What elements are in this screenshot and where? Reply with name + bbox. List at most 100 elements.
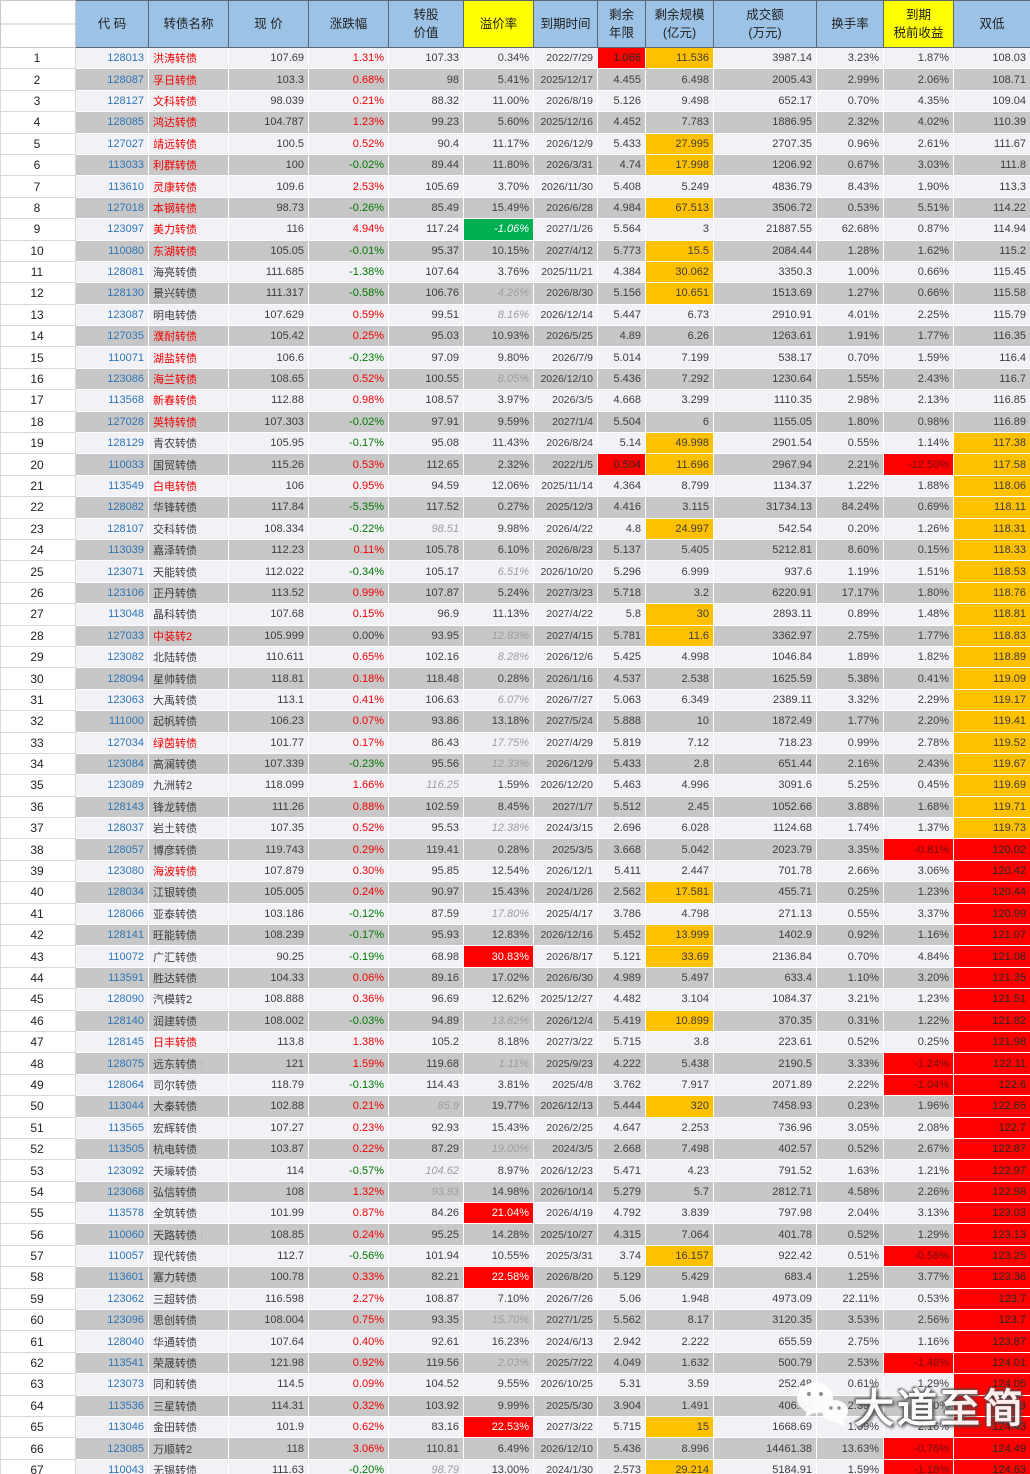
cell-double-low[interactable]: 121.08	[953, 945, 1030, 968]
cell-ytm[interactable]: 1.22%	[883, 1010, 954, 1032]
cell-turnover-amount[interactable]: 2901.54	[713, 432, 817, 455]
cell-code[interactable]: 113568	[75, 389, 149, 412]
cell-maturity-date[interactable]: 2027/3/22	[533, 1416, 598, 1439]
row-number[interactable]: 51	[0, 1116, 76, 1139]
cell-name[interactable]: 绿茵转债	[148, 732, 229, 754]
cell-double-low[interactable]: 115.79	[953, 304, 1030, 327]
cell-double-low[interactable]: 111.8	[953, 154, 1030, 177]
cell-turnover-amount[interactable]: 4836.79	[713, 175, 817, 198]
cell-turnover-rate[interactable]: 0.25%	[816, 881, 884, 904]
cell-turnover-amount[interactable]: 1402.9	[713, 924, 817, 947]
cell-premium[interactable]: 9.98%	[463, 518, 534, 540]
cell-name[interactable]: 锋龙转债	[148, 796, 229, 819]
cell-double-low[interactable]: 122.6	[953, 1074, 1030, 1097]
cell-code[interactable]: 123096	[75, 1309, 149, 1332]
cell-ytm[interactable]: 1.80%	[883, 582, 954, 605]
cell-name[interactable]: 金田转债	[148, 1416, 229, 1439]
row-number[interactable]: 48	[0, 1052, 76, 1075]
cell-maturity-date[interactable]: 2026/12/9	[533, 133, 598, 155]
row-number[interactable]: 6	[0, 153, 76, 177]
cell-size[interactable]: 3.2	[645, 582, 714, 605]
cell-change[interactable]: 0.24%	[308, 881, 389, 904]
cell-ytm[interactable]: 2.61%	[883, 133, 954, 155]
row-number[interactable]: 46	[0, 1009, 76, 1032]
cell-conv-value[interactable]: 93.93	[388, 1181, 464, 1204]
cell-premium[interactable]: 30.83%	[463, 945, 534, 968]
cell-turnover-rate[interactable]: 2.22%	[816, 1074, 884, 1097]
cell-code[interactable]: 110060	[75, 1223, 149, 1246]
row-number[interactable]: 4	[0, 111, 76, 134]
cell-conv-value[interactable]: 108.57	[388, 389, 464, 412]
cell-maturity-date[interactable]: 2026/4/22	[533, 518, 598, 540]
cell-years-left[interactable]: 5.444	[597, 1095, 646, 1118]
cell-change[interactable]: 0.53%	[308, 453, 389, 476]
cell-years-left[interactable]: 2.942	[597, 1330, 646, 1353]
cell-premium[interactable]: 13.82%	[463, 1010, 534, 1032]
cell-name[interactable]: 靖远转债	[148, 133, 229, 155]
cell-double-low[interactable]: 115.58	[953, 282, 1030, 305]
cell-size[interactable]: 10.899	[645, 1010, 714, 1032]
cell-maturity-date[interactable]: 2026/12/1	[533, 860, 598, 883]
cell-change[interactable]: 1.66%	[308, 774, 389, 797]
cell-turnover-amount[interactable]: 223.61	[713, 1031, 817, 1054]
cell-price[interactable]: 121.98	[228, 1352, 309, 1375]
cell-turnover-amount[interactable]: 1206.92	[713, 154, 817, 177]
cell-change[interactable]: 0.00%	[308, 625, 389, 647]
cell-maturity-date[interactable]: 2026/4/19	[533, 1202, 598, 1225]
cell-size[interactable]: 7.064	[645, 1223, 714, 1246]
cell-size[interactable]: 24.997	[645, 518, 714, 540]
row-number[interactable]: 1	[0, 46, 76, 70]
row-number[interactable]: 10	[0, 239, 76, 262]
cell-code[interactable]: 127035	[75, 325, 149, 348]
cell-ytm[interactable]: 1.90%	[883, 175, 954, 198]
cell-code[interactable]: 128127	[75, 90, 149, 113]
cell-change[interactable]: 0.62%	[308, 1416, 389, 1439]
cell-size[interactable]: 7.783	[645, 111, 714, 134]
cell-conv-value[interactable]: 96.69	[388, 988, 464, 1011]
cell-years-left[interactable]: 5.715	[597, 1031, 646, 1054]
cell-turnover-rate[interactable]: 5.25%	[816, 774, 884, 797]
cell-name[interactable]: 现代转债	[148, 1245, 229, 1268]
cell-years-left[interactable]: 4.455	[597, 68, 646, 91]
cell-maturity-date[interactable]: 2025/12/3	[533, 496, 598, 519]
cell-code[interactable]: 113565	[75, 1117, 149, 1139]
cell-conv-value[interactable]: 92.93	[388, 1117, 464, 1139]
cell-years-left[interactable]: 5.718	[597, 582, 646, 605]
cell-change[interactable]: -0.22%	[308, 518, 389, 540]
cell-conv-value[interactable]: 108.87	[388, 1288, 464, 1311]
cell-years-left[interactable]: 5.715	[597, 1416, 646, 1439]
cell-premium[interactable]: 19.77%	[463, 1095, 534, 1118]
cell-price[interactable]: 104.787	[228, 111, 309, 134]
cell-price[interactable]: 101.99	[228, 1202, 309, 1225]
cell-conv-value[interactable]: 95.93	[388, 924, 464, 947]
cell-years-left[interactable]: 5.126	[597, 90, 646, 113]
cell-maturity-date[interactable]: 2025/11/14	[533, 475, 598, 498]
cell-price[interactable]: 111.26	[228, 796, 309, 819]
cell-name[interactable]: 天路转债！	[148, 1223, 229, 1246]
cell-conv-value[interactable]: 92.61	[388, 1330, 464, 1353]
cell-maturity-date[interactable]: 2025/11/21	[533, 261, 598, 284]
row-number[interactable]: 41	[0, 902, 76, 926]
cell-conv-value[interactable]: 98.51	[388, 518, 464, 540]
cell-ytm[interactable]: 2.78%	[883, 732, 954, 754]
cell-name[interactable]: 亚泰转债	[148, 903, 229, 926]
cell-ytm[interactable]: 0.15%	[883, 539, 954, 562]
cell-price[interactable]: 108.004	[228, 1309, 309, 1332]
cell-years-left[interactable]: 4.315	[597, 1223, 646, 1246]
cell-double-low[interactable]: 121.35	[953, 967, 1030, 990]
cell-price[interactable]: 111.63	[228, 1459, 309, 1474]
row-number[interactable]: 35	[0, 774, 76, 797]
cell-turnover-rate[interactable]: 0.89%	[816, 603, 884, 626]
cell-premium[interactable]: 14.98%	[463, 1181, 534, 1204]
cell-maturity-date[interactable]: 2026/8/19	[533, 90, 598, 113]
cell-code[interactable]: 113601	[75, 1266, 149, 1289]
cell-premium[interactable]: 8.45%	[463, 796, 534, 819]
row-number[interactable]: 26	[0, 581, 76, 605]
cell-code[interactable]: 128087	[75, 68, 149, 91]
cell-price[interactable]: 108.334	[228, 518, 309, 540]
cell-name[interactable]: 东湖转债	[148, 240, 229, 262]
cell-price[interactable]: 107.27	[228, 1117, 309, 1139]
row-number[interactable]: 45	[0, 988, 76, 1011]
cell-conv-value[interactable]: 103.92	[388, 1395, 464, 1418]
cell-double-low[interactable]: 122.98	[953, 1181, 1030, 1204]
